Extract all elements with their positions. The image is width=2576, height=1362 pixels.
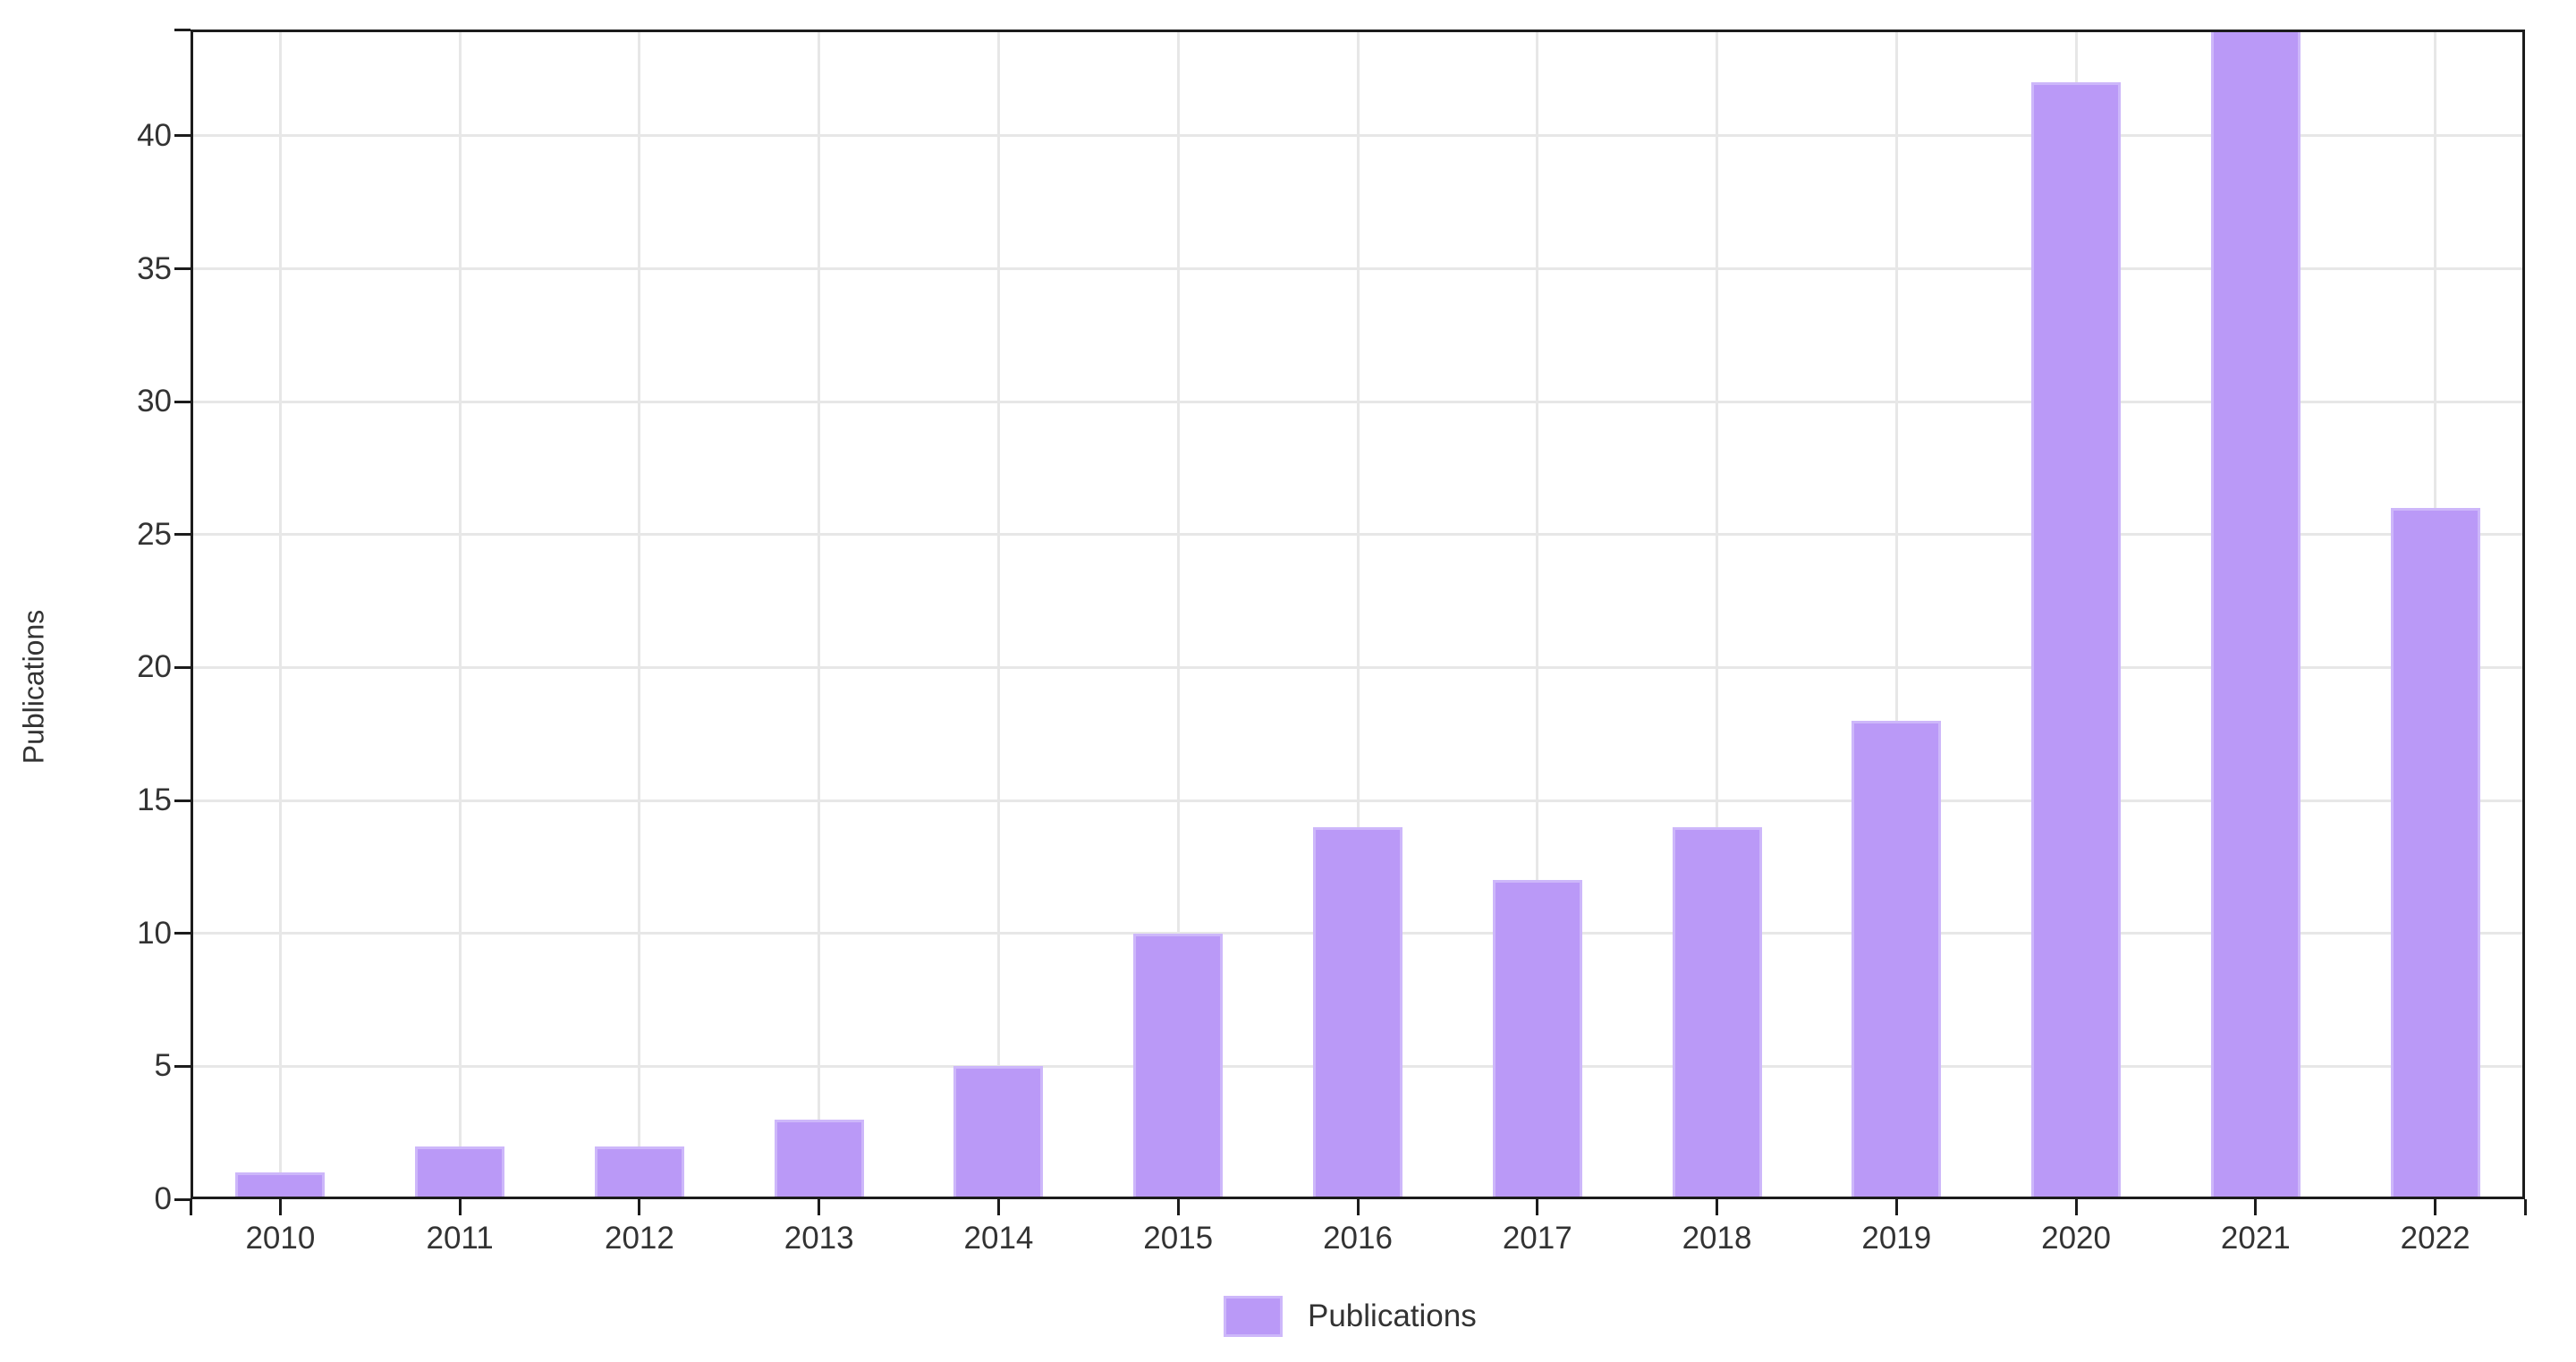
x-tick-label: 2019 — [1861, 1221, 1932, 1256]
bar-2015 — [1133, 933, 1224, 1199]
gridline-vertical — [1356, 30, 1360, 1199]
x-tick — [2074, 1199, 2078, 1215]
x-tick — [638, 1199, 641, 1215]
bar-2016 — [1313, 826, 1402, 1199]
x-axis-end-tick — [2523, 1199, 2527, 1215]
bar-2011 — [415, 1146, 505, 1199]
y-tick — [174, 1197, 191, 1201]
y-tick — [174, 134, 191, 138]
legend-swatch — [1224, 1296, 1283, 1337]
x-tick-label: 2017 — [1502, 1221, 1572, 1256]
x-tick — [278, 1199, 282, 1215]
bar-2020 — [2031, 82, 2122, 1199]
y-tick-label: 0 — [154, 1181, 172, 1216]
y-tick — [174, 799, 191, 802]
x-tick — [458, 1199, 462, 1215]
y-tick — [174, 400, 191, 403]
x-axis-end-tick — [189, 1199, 192, 1215]
y-tick-label: 10 — [137, 915, 172, 951]
bar-2018 — [1672, 826, 1762, 1199]
y-tick-label: 5 — [154, 1048, 172, 1084]
gridline-vertical — [996, 30, 1000, 1199]
y-tick-label: 15 — [137, 783, 172, 818]
x-tick — [2254, 1199, 2258, 1215]
bar-2010 — [235, 1172, 326, 1199]
x-tick-label: 2012 — [604, 1221, 674, 1256]
gridline-vertical — [638, 30, 641, 1199]
x-tick — [1176, 1199, 1180, 1215]
y-tick — [174, 665, 191, 669]
x-tick-label: 2013 — [784, 1221, 854, 1256]
x-tick — [1894, 1199, 1898, 1215]
gridline-vertical — [458, 30, 462, 1199]
x-tick — [818, 1199, 821, 1215]
gridline-vertical — [278, 30, 282, 1199]
gridline-vertical — [1536, 30, 1539, 1199]
y-tick-label: 30 — [137, 384, 172, 419]
x-tick — [2434, 1199, 2437, 1215]
bar-2021 — [2210, 30, 2301, 1199]
y-tick — [174, 932, 191, 935]
x-tick — [1536, 1199, 1539, 1215]
y-tick-label: 35 — [137, 250, 172, 286]
y-tick — [174, 1064, 191, 1068]
plot-area — [191, 30, 2525, 1199]
y-axis-title: Publications — [17, 609, 50, 765]
y-tick-label: 40 — [137, 117, 172, 153]
x-tick-label: 2021 — [2220, 1221, 2291, 1256]
x-tick-label: 2015 — [1143, 1221, 1214, 1256]
gridline-vertical — [818, 30, 821, 1199]
x-tick-label: 2014 — [963, 1221, 1034, 1256]
y-tick-label: 20 — [137, 649, 172, 685]
legend: Publications — [1224, 1296, 1477, 1337]
y-tick-label: 25 — [137, 516, 172, 552]
x-tick — [1356, 1199, 1360, 1215]
bar-2017 — [1492, 880, 1582, 1199]
bar-2022 — [2390, 508, 2480, 1199]
bar-2014 — [953, 1066, 1044, 1199]
x-tick-label: 2020 — [2041, 1221, 2111, 1256]
legend-label: Publications — [1308, 1299, 1477, 1333]
gridline-vertical — [1176, 30, 1180, 1199]
gridline-vertical — [1894, 30, 1898, 1199]
x-tick-label: 2011 — [426, 1221, 494, 1256]
y-axis-end-tick — [174, 28, 191, 31]
x-tick — [1716, 1199, 1719, 1215]
bar-2013 — [774, 1119, 864, 1199]
x-tick-label: 2010 — [245, 1221, 316, 1256]
x-tick-label: 2016 — [1323, 1221, 1393, 1256]
x-tick-label: 2018 — [1682, 1221, 1752, 1256]
x-tick — [996, 1199, 1000, 1215]
y-tick — [174, 533, 191, 537]
bar-2012 — [594, 1146, 684, 1199]
y-tick — [174, 267, 191, 271]
x-tick-label: 2022 — [2400, 1221, 2470, 1256]
gridline-vertical — [1716, 30, 1719, 1199]
bar-2019 — [1852, 720, 1942, 1199]
